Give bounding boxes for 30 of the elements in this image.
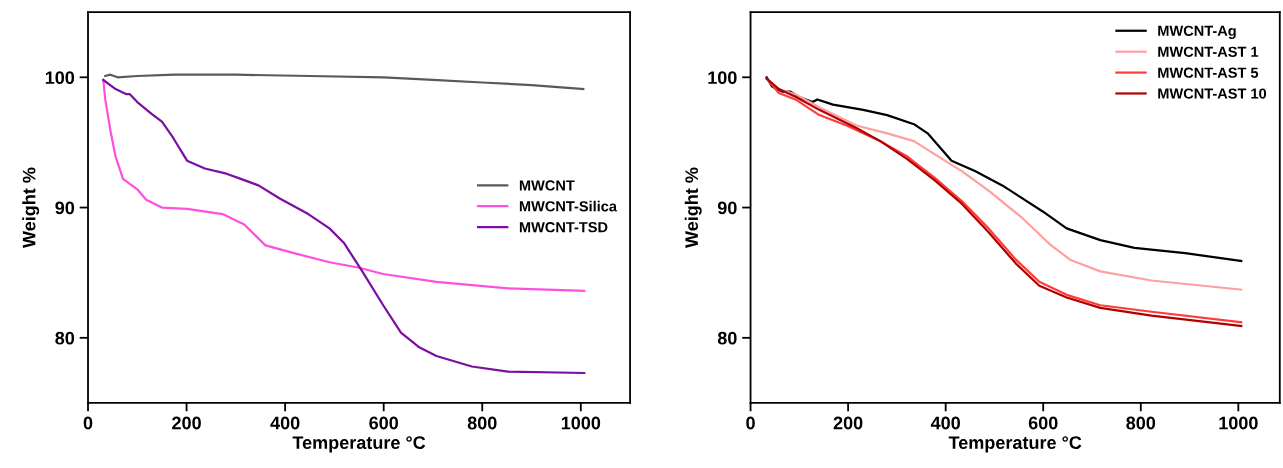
x-tick-label: 800	[1126, 416, 1156, 430]
legend-label: MWCNT	[519, 180, 575, 191]
legend-label: MWCNT-AST 1	[1158, 46, 1259, 57]
x-tick-label: 1000	[1219, 416, 1258, 430]
y-tick-label: 100	[45, 71, 75, 85]
x-tick-label: 1000	[561, 416, 601, 430]
y-tick-label: 90	[55, 201, 75, 215]
x-tick-label: 200	[833, 416, 863, 430]
legend-label: MWCNT-Silica	[519, 200, 618, 212]
y-tick-label: 80	[717, 331, 737, 345]
x-axis-title: Temperature °C	[948, 436, 1082, 453]
x-axis-title: Temperature °C	[292, 436, 426, 453]
x-tick-label: 800	[467, 416, 497, 430]
x-tick-label: 400	[270, 416, 300, 430]
y-tick-label: 100	[708, 71, 737, 85]
y-axis-title: Weight %	[22, 167, 40, 248]
legend-label: MWCNT-AST 5	[1158, 67, 1259, 78]
y-axis-title: Weight %	[684, 167, 702, 248]
line-series	[104, 73, 585, 91]
x-tick-label: 0	[83, 416, 93, 430]
x-tick-label: 200	[172, 416, 201, 430]
x-tick-label: 600	[1028, 416, 1058, 430]
legend-label: MWCNT-TSD	[519, 222, 608, 233]
legend-label: MWCNT-Ag	[1158, 25, 1236, 39]
x-tick-label: 0	[746, 416, 755, 430]
legend-label: MWCNT-AST 10	[1158, 88, 1267, 99]
y-tick-label: 80	[55, 331, 75, 345]
x-tick-label: 400	[930, 416, 960, 430]
y-tick-label: 90	[717, 201, 737, 215]
x-tick-label: 600	[369, 416, 399, 430]
